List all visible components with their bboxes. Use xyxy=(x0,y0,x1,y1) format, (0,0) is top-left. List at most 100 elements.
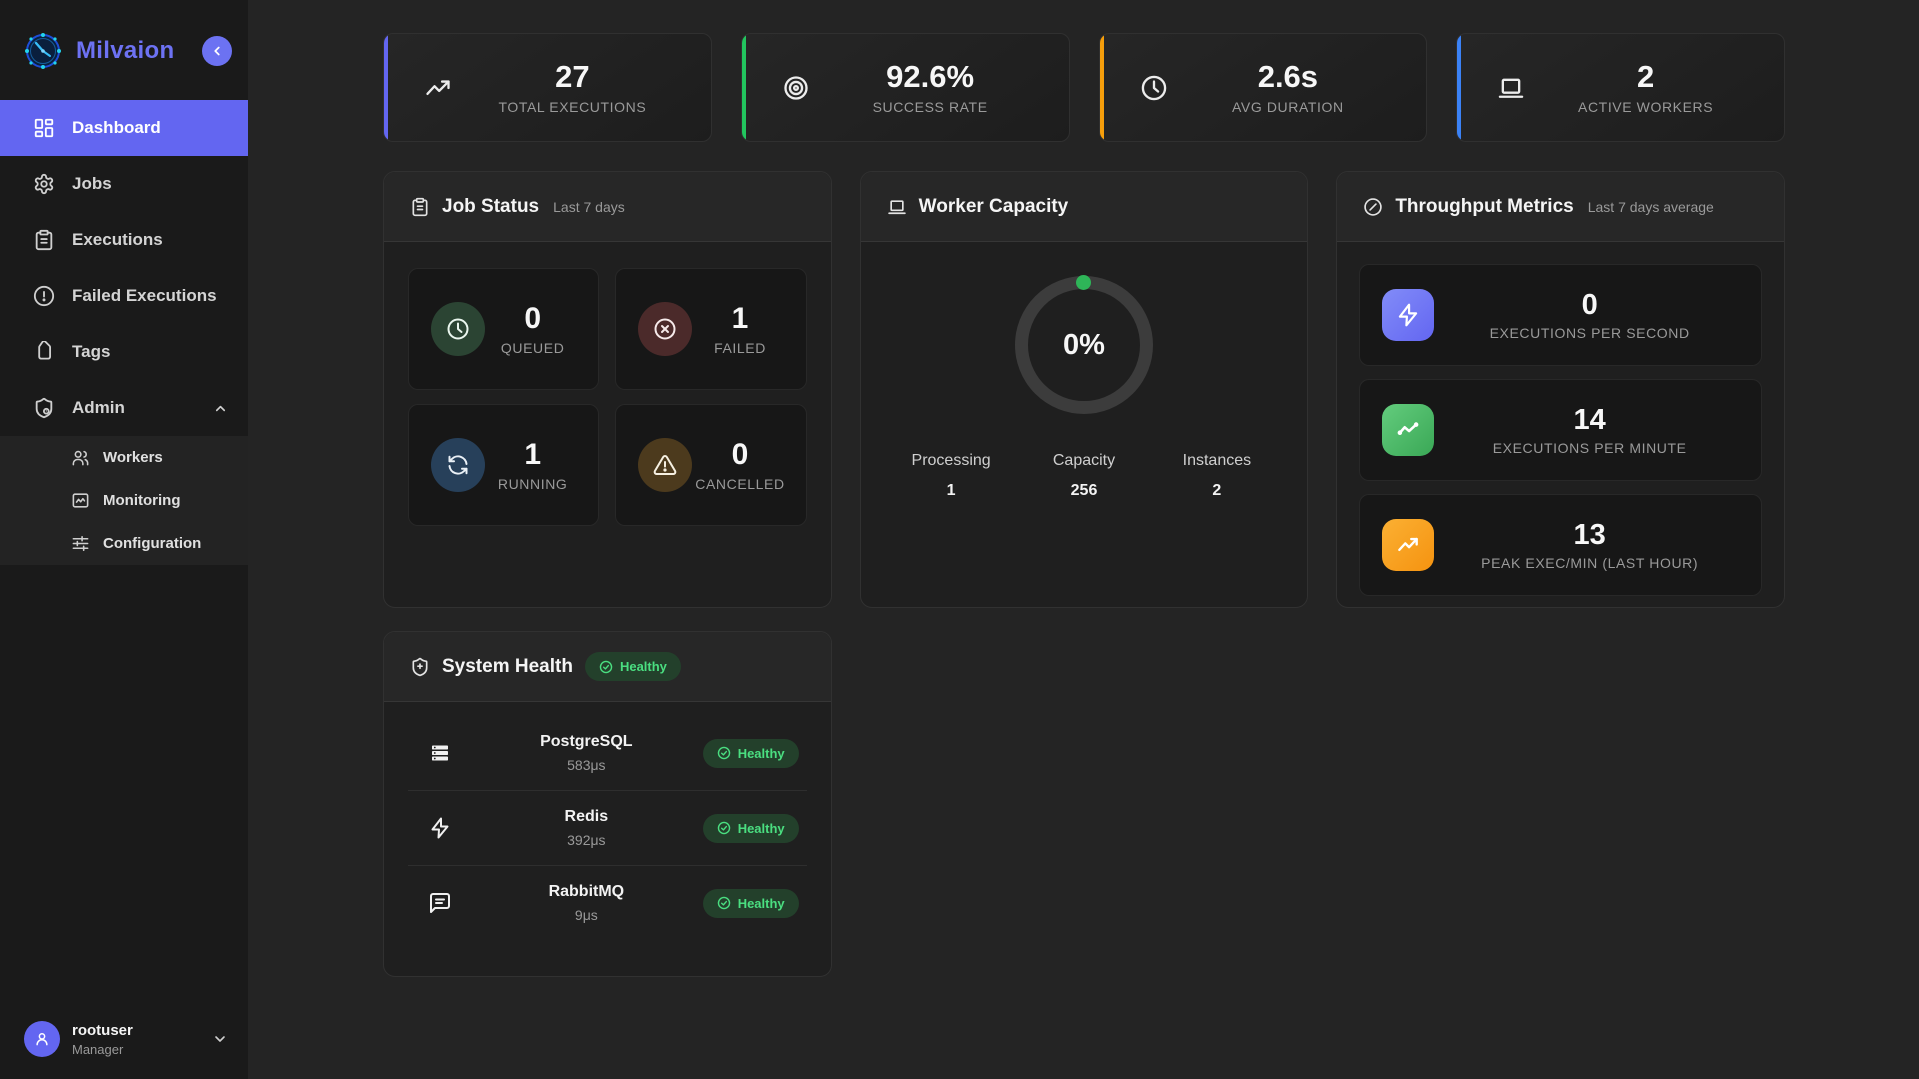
target-icon xyxy=(782,74,810,102)
zap-icon xyxy=(410,816,470,840)
health-row-redis: Redis 392μs Healthy xyxy=(408,790,807,865)
trending-up-icon xyxy=(424,74,452,102)
chevron-down-icon xyxy=(212,1031,228,1047)
sidebar-item-failed-executions[interactable]: Failed Executions xyxy=(0,268,248,324)
badge-label: Healthy xyxy=(737,745,785,761)
capacity-stat-value: 2 xyxy=(1212,482,1222,499)
check-circle-icon xyxy=(717,821,731,835)
avatar xyxy=(24,1021,60,1057)
clipboard-icon xyxy=(410,197,430,217)
admin-submenu: Workers Monitoring Configuration xyxy=(0,436,248,565)
capacity-donut: 0% xyxy=(1014,275,1153,414)
capacity-stat-label: Processing xyxy=(911,452,991,469)
worker-capacity-body: 0% Processing 1 Capacity 256 Instances 2 xyxy=(861,242,1308,607)
gauge-icon xyxy=(1363,197,1383,217)
throughput-panel: Throughput Metrics Last 7 days average 0… xyxy=(1336,171,1785,608)
sidebar-item-jobs[interactable]: Jobs xyxy=(0,156,248,212)
users-icon xyxy=(71,448,90,467)
throughput-tile-eps: 0 EXECUTIONS PER SECOND xyxy=(1359,264,1762,366)
sidebar-item-label: Configuration xyxy=(103,535,202,552)
activity-icon xyxy=(1382,404,1435,456)
panel-subtitle: Last 7 days average xyxy=(1587,198,1714,215)
sidebar-item-label: Dashboard xyxy=(72,118,161,137)
capacity-percent: 0% xyxy=(1063,328,1105,361)
sidebar-item-workers[interactable]: Workers xyxy=(0,436,248,479)
user-role: Manager xyxy=(72,1041,124,1057)
panels-row: Job Status Last 7 days 0 QUEUED xyxy=(383,171,1785,608)
monitor-chart-icon xyxy=(71,491,90,510)
tile-label: EXECUTIONS PER MINUTE xyxy=(1492,440,1687,456)
shield-user-icon xyxy=(33,397,55,419)
capacity-stats: Processing 1 Capacity 256 Instances 2 xyxy=(885,452,1284,500)
throughput-tile-epm: 14 EXECUTIONS PER MINUTE xyxy=(1359,379,1762,481)
clock-icon xyxy=(431,302,485,356)
system-health-panel: System Health Healthy PostgreSQL 583μs xyxy=(383,631,832,977)
tile-label: QUEUED xyxy=(500,340,565,356)
check-circle-icon xyxy=(717,896,731,910)
worker-capacity-panel: Worker Capacity 0% Processing 1 Capacity… xyxy=(859,171,1309,608)
sidebar-item-label: Tags xyxy=(72,342,111,361)
laptop-icon xyxy=(1497,74,1525,102)
capacity-stat-value: 1 xyxy=(946,482,956,499)
sidebar-item-admin[interactable]: Admin xyxy=(0,380,248,436)
sidebar-item-executions[interactable]: Executions xyxy=(0,212,248,268)
tile-value: 1 xyxy=(524,438,541,471)
sliders-icon xyxy=(71,534,90,553)
job-status-body: 0 QUEUED 1 FAILED xyxy=(384,242,831,607)
throughput-header: Throughput Metrics Last 7 days average xyxy=(1337,172,1784,242)
zap-icon xyxy=(1382,289,1435,341)
app-logo-clock-icon xyxy=(22,30,64,72)
health-row: System Health Healthy PostgreSQL 583μs xyxy=(383,631,1785,977)
donut-progress-dot xyxy=(1076,275,1092,290)
panel-title: System Health xyxy=(442,655,573,677)
sidebar-item-label: Admin xyxy=(72,398,125,417)
stat-label: ACTIVE WORKERS xyxy=(1578,98,1714,115)
gear-icon xyxy=(33,173,55,195)
system-health-header: System Health Healthy xyxy=(384,632,831,702)
stat-card-total-executions: 27 TOTAL EXECUTIONS xyxy=(383,33,712,142)
stat-value: 2 xyxy=(1637,59,1655,95)
badge-label: Healthy xyxy=(737,820,785,836)
panel-title: Job Status xyxy=(442,195,540,217)
chevron-left-icon xyxy=(210,44,224,58)
tile-value: 14 xyxy=(1573,404,1606,436)
refresh-icon xyxy=(431,438,485,492)
sidebar-item-configuration[interactable]: Configuration xyxy=(0,522,248,565)
dashboard-icon xyxy=(33,117,55,139)
app-title: Milvaion xyxy=(76,37,175,64)
service-latency: 392μs xyxy=(567,832,606,848)
service-name: PostgreSQL xyxy=(540,733,633,750)
capacity-stat-label: Capacity xyxy=(1052,452,1116,469)
database-rows-icon xyxy=(410,741,470,765)
sidebar-item-monitoring[interactable]: Monitoring xyxy=(0,479,248,522)
tile-value: 0 xyxy=(1581,289,1598,321)
service-name: RabbitMQ xyxy=(548,883,625,900)
badge-label: Healthy xyxy=(619,659,667,674)
main-content: 27 TOTAL EXECUTIONS 92.6% SUCCESS RATE 2… xyxy=(248,0,1919,1079)
throughput-body: 0 EXECUTIONS PER SECOND 14 EXECUTIONS PE… xyxy=(1337,242,1784,607)
sidebar-item-dashboard[interactable]: Dashboard xyxy=(0,100,248,156)
panel-title: Worker Capacity xyxy=(918,195,1069,217)
sidebar-item-tags[interactable]: Tags xyxy=(0,324,248,380)
job-status-tile-failed: 1 FAILED xyxy=(615,268,807,390)
stat-value: 92.6% xyxy=(886,59,975,95)
brand-row: Milvaion xyxy=(0,0,248,100)
clock-icon xyxy=(1140,74,1168,102)
service-name: Redis xyxy=(564,808,609,825)
stat-card-success-rate: 92.6% SUCCESS RATE xyxy=(740,33,1070,142)
tile-value: 0 xyxy=(731,438,749,471)
stat-value: 2.6s xyxy=(1257,59,1319,95)
user-menu[interactable]: rootuser Manager xyxy=(0,1003,248,1079)
sidebar-collapse-button[interactable] xyxy=(202,36,232,66)
clipboard-icon xyxy=(33,229,55,251)
sidebar-item-label: Workers xyxy=(103,449,163,466)
system-health-body: PostgreSQL 583μs Healthy R xyxy=(384,702,831,954)
health-row-rabbitmq: RabbitMQ 9μs Healthy xyxy=(408,865,807,940)
alert-triangle-icon xyxy=(638,438,693,492)
capacity-stat-value: 256 xyxy=(1070,482,1098,499)
tile-label: PEAK EXEC/MIN (LAST HOUR) xyxy=(1481,555,1699,571)
sidebar-nav: Dashboard Jobs Executions Failed Executi… xyxy=(0,100,248,565)
job-status-tile-queued: 0 QUEUED xyxy=(408,268,600,390)
user-name: rootuser xyxy=(72,1021,133,1039)
stats-row: 27 TOTAL EXECUTIONS 92.6% SUCCESS RATE 2… xyxy=(383,33,1785,142)
